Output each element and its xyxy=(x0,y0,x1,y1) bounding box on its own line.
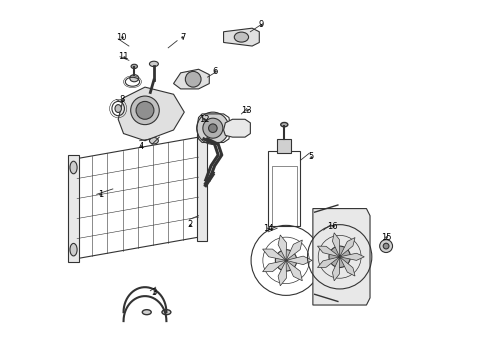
Ellipse shape xyxy=(142,310,151,315)
Bar xyxy=(277,139,292,153)
Ellipse shape xyxy=(70,243,77,256)
Circle shape xyxy=(380,240,392,252)
Polygon shape xyxy=(340,253,364,260)
Polygon shape xyxy=(340,257,355,276)
Text: 5: 5 xyxy=(309,152,314,161)
Text: 2: 2 xyxy=(187,220,192,229)
Circle shape xyxy=(131,96,159,125)
Text: 6: 6 xyxy=(212,67,218,76)
Text: 11: 11 xyxy=(118,52,129,61)
Text: 15: 15 xyxy=(381,233,392,242)
Ellipse shape xyxy=(149,138,158,144)
Ellipse shape xyxy=(70,161,77,174)
Polygon shape xyxy=(223,119,250,137)
Polygon shape xyxy=(286,256,312,265)
Polygon shape xyxy=(332,257,340,281)
Polygon shape xyxy=(223,28,259,46)
Polygon shape xyxy=(286,240,302,260)
Polygon shape xyxy=(318,257,340,267)
Text: 9: 9 xyxy=(258,20,264,29)
Text: 1: 1 xyxy=(98,190,103,199)
Polygon shape xyxy=(286,260,302,281)
Polygon shape xyxy=(278,260,287,286)
Text: 7: 7 xyxy=(180,33,185,42)
Polygon shape xyxy=(263,260,286,272)
Ellipse shape xyxy=(281,122,288,127)
Polygon shape xyxy=(318,246,340,257)
Ellipse shape xyxy=(162,310,171,315)
Text: 12: 12 xyxy=(198,115,209,124)
Circle shape xyxy=(329,246,350,267)
Ellipse shape xyxy=(131,64,138,68)
Polygon shape xyxy=(263,249,286,260)
Polygon shape xyxy=(332,233,340,257)
Ellipse shape xyxy=(115,105,122,112)
Polygon shape xyxy=(313,208,370,305)
Text: 14: 14 xyxy=(263,224,273,233)
Circle shape xyxy=(275,249,297,271)
Circle shape xyxy=(209,124,217,132)
Text: 13: 13 xyxy=(242,106,252,115)
Ellipse shape xyxy=(149,61,158,67)
Bar xyxy=(268,152,300,226)
Ellipse shape xyxy=(234,32,248,42)
Polygon shape xyxy=(173,69,209,89)
Bar xyxy=(272,166,297,226)
Polygon shape xyxy=(68,155,79,262)
Text: 16: 16 xyxy=(327,222,338,231)
Circle shape xyxy=(185,71,201,87)
Text: 3: 3 xyxy=(151,288,157,297)
Polygon shape xyxy=(197,134,207,241)
Polygon shape xyxy=(118,87,184,141)
Circle shape xyxy=(136,102,154,119)
Text: 4: 4 xyxy=(139,141,144,150)
Text: 8: 8 xyxy=(119,95,124,104)
Circle shape xyxy=(203,118,223,138)
Ellipse shape xyxy=(130,75,139,82)
Text: 10: 10 xyxy=(117,33,127,42)
Polygon shape xyxy=(278,235,287,260)
Polygon shape xyxy=(340,238,355,257)
Circle shape xyxy=(383,243,389,249)
Circle shape xyxy=(197,112,229,144)
